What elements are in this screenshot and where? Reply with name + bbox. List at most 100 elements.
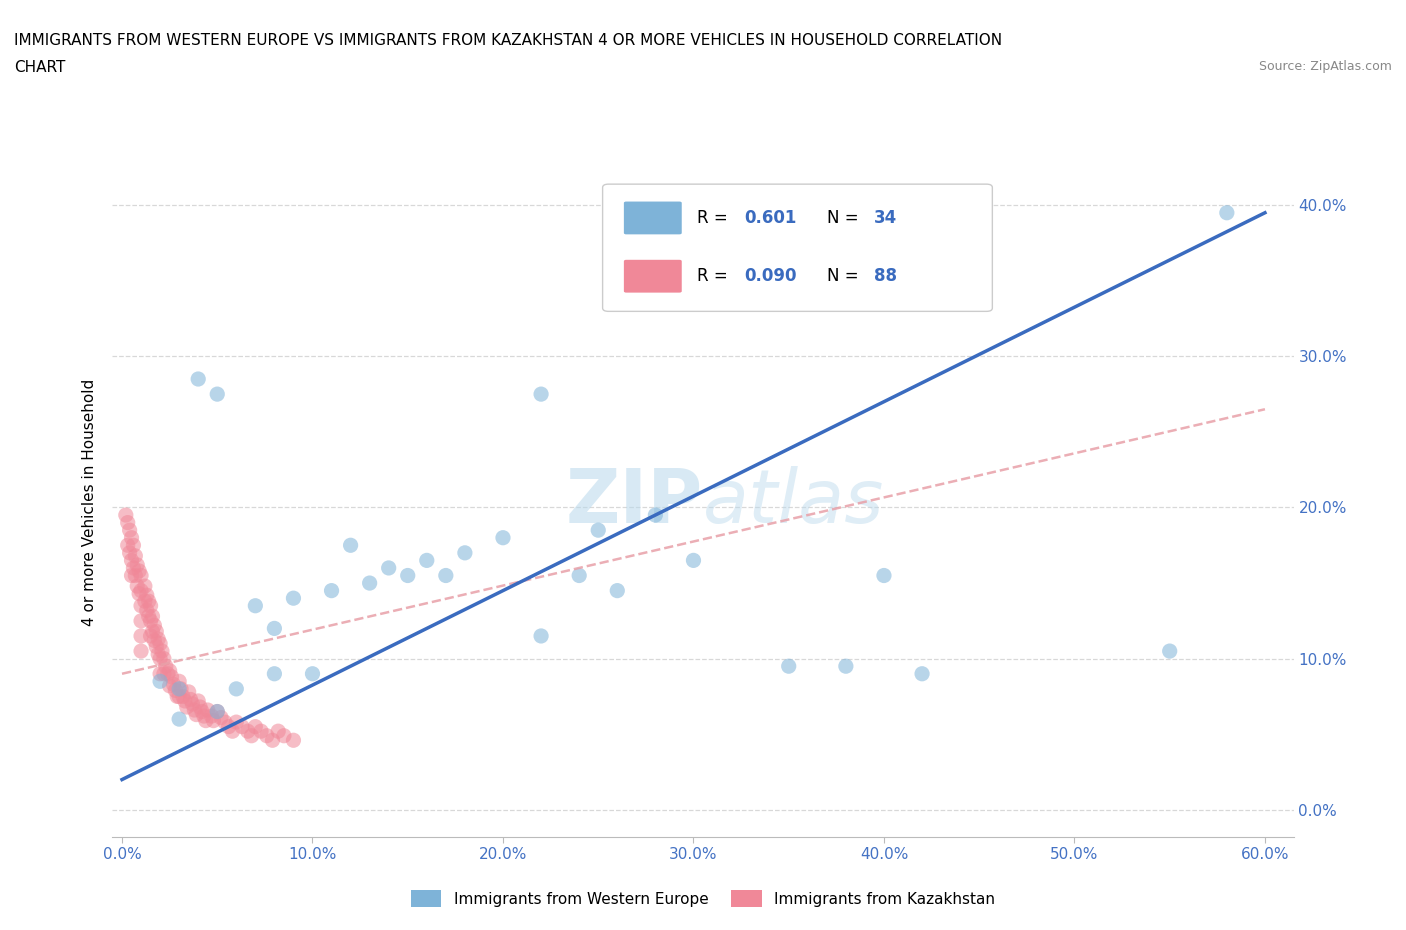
Point xyxy=(263,666,285,681)
Point xyxy=(138,593,160,608)
Point xyxy=(167,674,190,689)
Text: N =: N = xyxy=(827,267,863,285)
Point xyxy=(129,629,152,644)
Point xyxy=(873,568,896,583)
Point xyxy=(568,568,591,583)
Point xyxy=(606,583,628,598)
Point xyxy=(682,553,704,568)
Point xyxy=(283,733,305,748)
Point xyxy=(530,629,553,644)
Point xyxy=(221,724,243,738)
Point xyxy=(245,598,267,613)
Point xyxy=(143,618,166,632)
Point xyxy=(377,561,399,576)
Point xyxy=(134,578,156,593)
Point xyxy=(139,614,162,629)
Point xyxy=(159,678,181,693)
Point xyxy=(256,728,278,743)
Point xyxy=(128,564,150,578)
Point xyxy=(135,588,157,603)
Point xyxy=(118,545,141,560)
Point xyxy=(172,689,194,704)
Point xyxy=(209,711,232,725)
Point xyxy=(170,682,193,697)
Point xyxy=(193,709,215,724)
Point xyxy=(149,636,172,651)
Point xyxy=(207,704,229,719)
Point xyxy=(911,666,934,681)
Text: 88: 88 xyxy=(875,267,897,285)
FancyBboxPatch shape xyxy=(624,202,682,234)
Point xyxy=(117,515,139,530)
Point xyxy=(263,621,285,636)
Point xyxy=(301,666,323,681)
Point xyxy=(181,697,204,711)
Point xyxy=(214,714,236,729)
Text: 34: 34 xyxy=(875,208,897,227)
Point xyxy=(118,523,141,538)
Point xyxy=(153,666,176,681)
Point xyxy=(121,568,143,583)
Point xyxy=(191,704,214,719)
Point xyxy=(339,538,361,552)
Point xyxy=(124,568,146,583)
Point xyxy=(129,568,152,583)
Point xyxy=(396,568,419,583)
Point xyxy=(236,724,259,738)
Point xyxy=(644,508,666,523)
Point xyxy=(139,598,162,613)
Point xyxy=(180,692,202,707)
Point xyxy=(188,699,211,714)
Point xyxy=(129,598,152,613)
Point xyxy=(127,578,149,593)
Point xyxy=(267,724,290,738)
Point xyxy=(530,387,553,402)
Point xyxy=(586,523,609,538)
Point xyxy=(160,670,183,684)
Point xyxy=(197,702,219,717)
Text: IMMIGRANTS FROM WESTERN EUROPE VS IMMIGRANTS FROM KAZAKHSTAN 4 OR MORE VEHICLES : IMMIGRANTS FROM WESTERN EUROPE VS IMMIGR… xyxy=(14,33,1002,47)
Point xyxy=(145,639,167,654)
Point xyxy=(321,583,343,598)
Point xyxy=(153,651,176,666)
Point xyxy=(114,508,136,523)
Point xyxy=(165,683,187,698)
Point xyxy=(145,624,167,639)
Point xyxy=(273,728,295,743)
Text: 0.601: 0.601 xyxy=(744,208,797,227)
Point xyxy=(149,651,172,666)
Point xyxy=(225,714,247,729)
Point xyxy=(231,719,253,734)
Point xyxy=(134,593,156,608)
Point xyxy=(117,538,139,552)
Point xyxy=(150,644,173,658)
Point xyxy=(250,724,273,738)
Point xyxy=(135,603,157,618)
Point xyxy=(240,728,263,743)
Point xyxy=(434,568,457,583)
Point xyxy=(121,530,143,545)
Point xyxy=(187,694,209,709)
Point xyxy=(207,704,229,719)
Text: CHART: CHART xyxy=(14,60,66,75)
Point xyxy=(492,530,515,545)
Text: N =: N = xyxy=(827,208,863,227)
Point xyxy=(194,713,217,728)
Point xyxy=(1216,206,1239,220)
Point xyxy=(166,689,188,704)
Point xyxy=(139,629,162,644)
Point xyxy=(141,609,163,624)
Point xyxy=(1159,644,1181,658)
Point xyxy=(127,557,149,572)
Point xyxy=(283,591,305,605)
Point xyxy=(148,631,170,646)
Point xyxy=(173,694,195,709)
Point xyxy=(167,682,190,697)
Point xyxy=(416,553,439,568)
Point xyxy=(186,707,208,722)
Point xyxy=(121,553,143,568)
Point xyxy=(262,733,284,748)
Point xyxy=(143,633,166,648)
Legend: Immigrants from Western Europe, Immigrants from Kazakhstan: Immigrants from Western Europe, Immigran… xyxy=(405,884,1001,913)
Point xyxy=(148,646,170,661)
